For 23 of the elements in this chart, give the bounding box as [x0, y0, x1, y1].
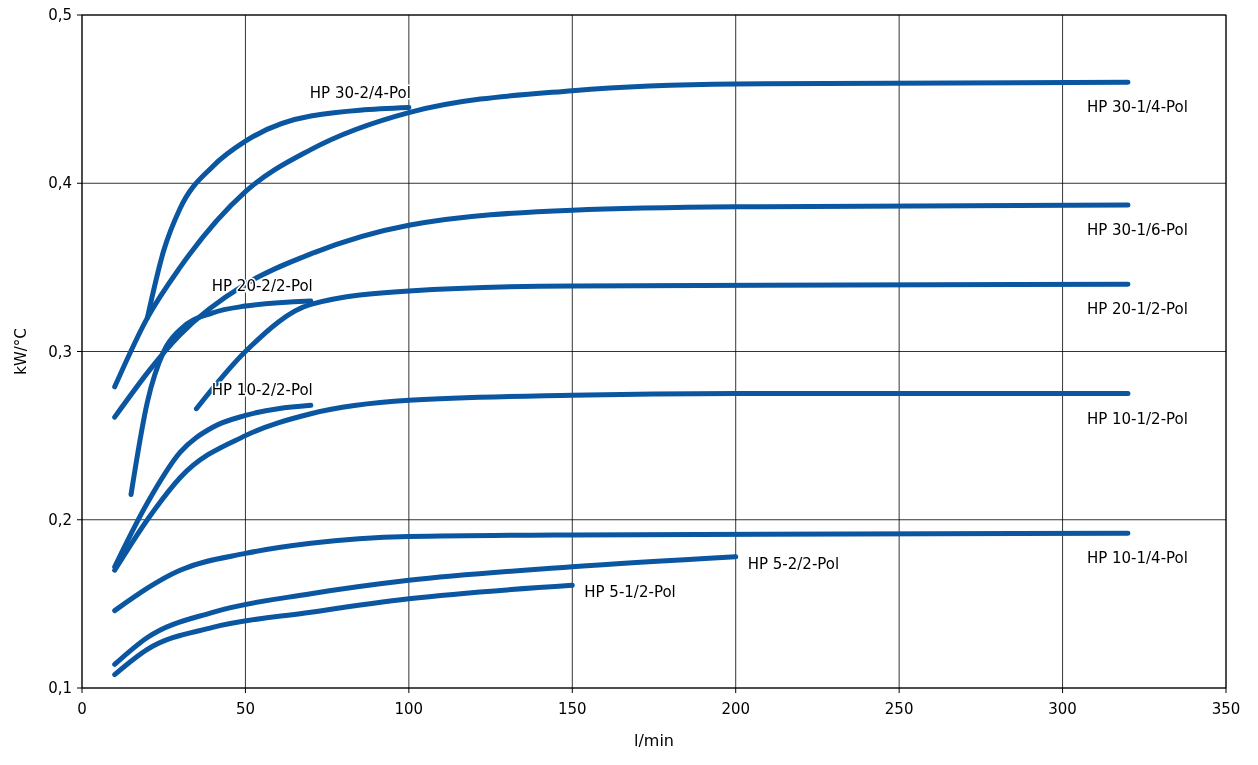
x-tick-label: 50 — [235, 700, 255, 718]
x-tick-label: 0 — [77, 700, 87, 718]
y-tick-label: 0,5 — [48, 6, 72, 24]
series-label: HP 5-2/2-Pol — [747, 554, 840, 573]
series-label: HP 20-1/2-Pol — [1086, 300, 1188, 319]
series-label: HP 5-1/2-Pol — [584, 583, 676, 602]
x-tick-label: 150 — [557, 700, 587, 718]
y-axis-title: kW/°C — [12, 328, 30, 375]
series-label: HP 10-1/4-Pol — [1086, 549, 1188, 568]
series-label: HP 10-1/2-Pol — [1086, 409, 1188, 428]
y-tick-label: 0,3 — [48, 342, 72, 361]
y-tick-label: 0,2 — [48, 510, 72, 529]
x-tick-label: 350 — [1211, 700, 1241, 718]
x-axis-title: l/min — [633, 731, 675, 750]
series-label: HP 30-2/4-Pol — [309, 83, 411, 102]
x-tick-label: 100 — [394, 700, 424, 718]
x-tick-label: 200 — [721, 700, 751, 718]
x-tick-label: 300 — [1048, 700, 1077, 718]
series-label: HP 30-1/6-Pol — [1086, 221, 1188, 240]
y-tick-label: 0,4 — [48, 174, 72, 193]
series-label: HP 30-1/4-Pol — [1086, 98, 1188, 117]
y-tick-label: 0,1 — [48, 679, 72, 697]
x-tick-label: 250 — [884, 700, 914, 718]
